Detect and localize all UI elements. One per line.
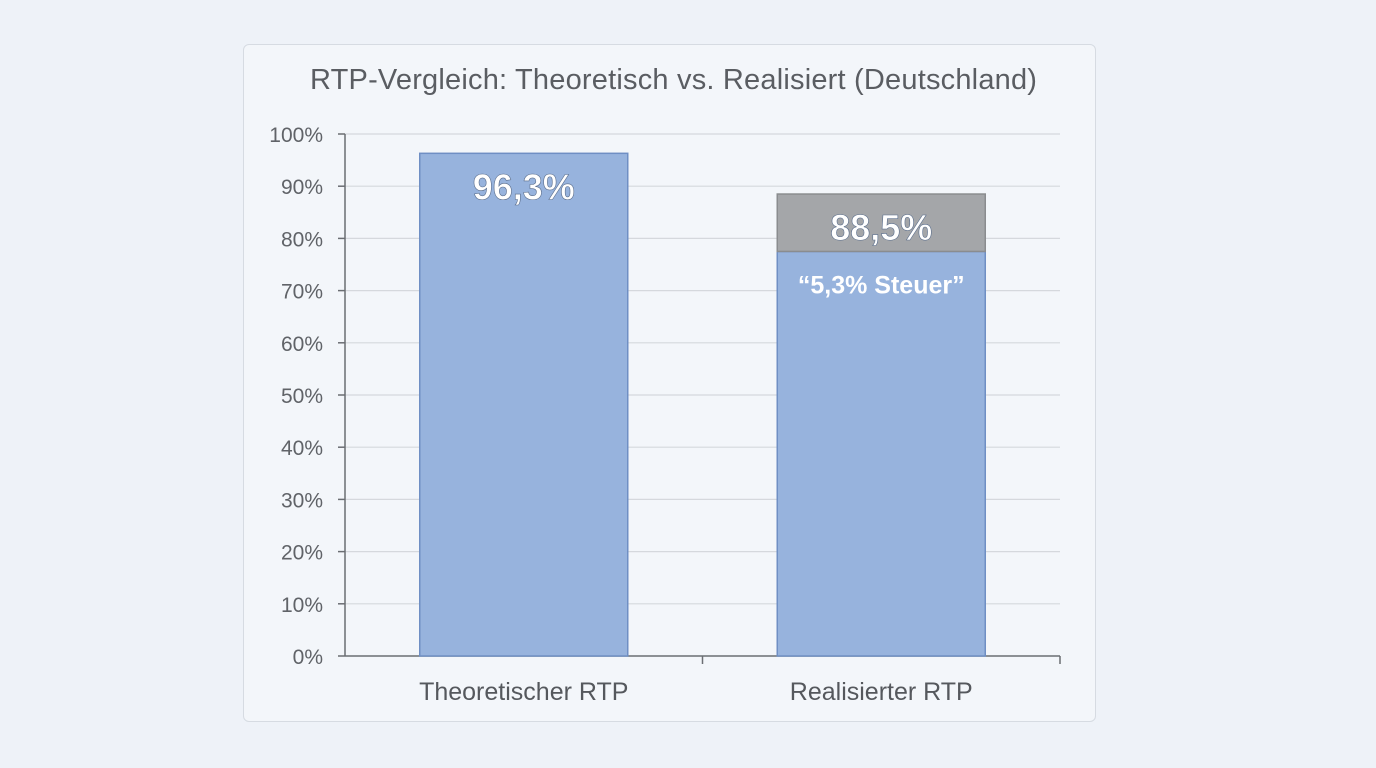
y-tick-label: 90%: [281, 176, 323, 199]
y-tick-label: 10%: [281, 594, 323, 617]
chart-title: RTP-Vergleich: Theoretisch vs. Realisier…: [0, 0, 1376, 96]
y-tick-label: 40%: [281, 437, 323, 460]
y-tick-label: 0%: [293, 646, 323, 669]
y-tick-label: 100%: [269, 124, 323, 147]
bar-segment-tax: [776, 193, 986, 253]
bar: [776, 250, 986, 657]
data-label: 88,5%: [830, 207, 932, 248]
chart-title-text: RTP-Vergleich: Theoretisch vs. Realisier…: [310, 64, 1038, 96]
data-label: 96,3%: [473, 166, 575, 207]
x-category-label: Theoretischer RTP: [419, 678, 628, 706]
bar: [419, 152, 629, 657]
x-category-label: Realisierter RTP: [790, 678, 973, 706]
y-tick-label: 80%: [281, 228, 323, 251]
y-tick-label: 70%: [281, 281, 323, 304]
y-tick-label: 50%: [281, 385, 323, 408]
y-tick-label: 60%: [281, 333, 323, 356]
y-tick-label: 20%: [281, 542, 323, 565]
tax-annotation: “5,3% Steuer”: [798, 271, 965, 299]
y-tick-label: 30%: [281, 489, 323, 512]
